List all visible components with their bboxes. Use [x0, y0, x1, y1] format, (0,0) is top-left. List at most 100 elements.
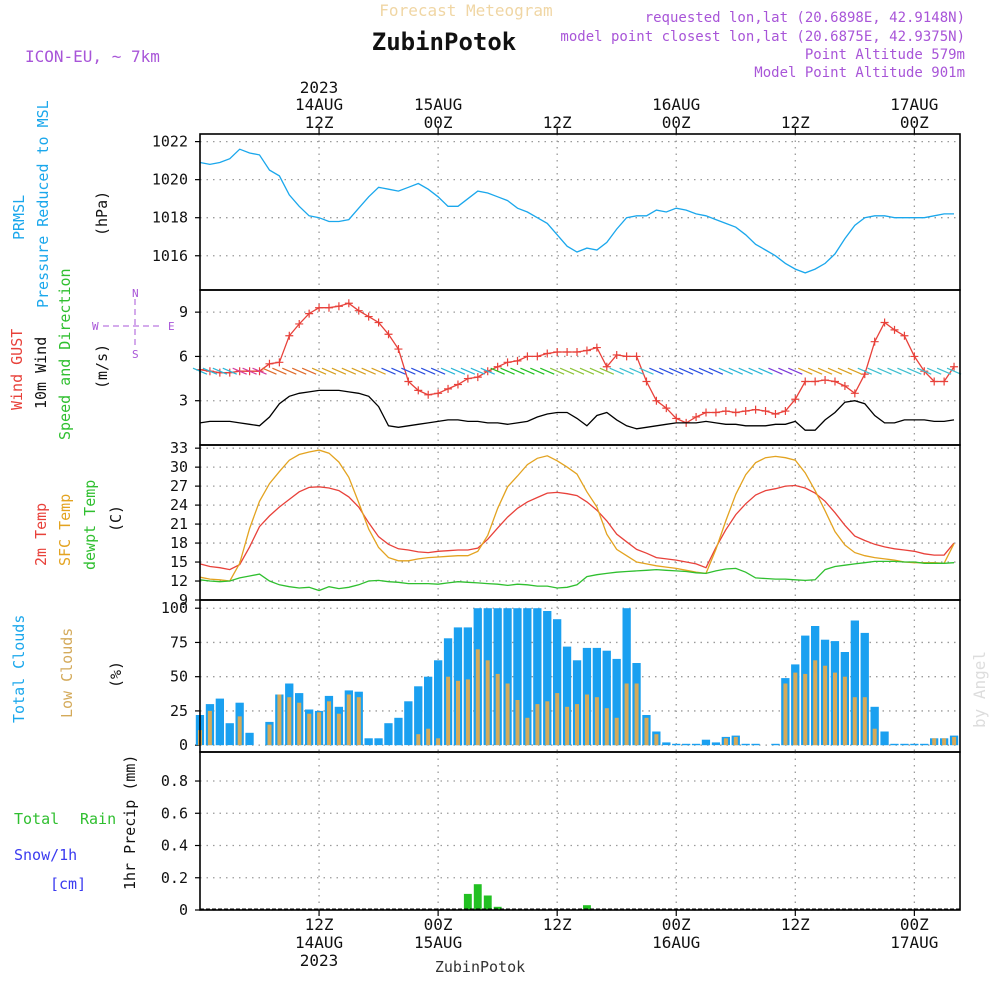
wind-dir-label: Speed and Direction: [56, 268, 74, 440]
wind-direction-arrow: [282, 367, 297, 375]
temperature-ytick-label: 21: [170, 515, 188, 533]
low-cloud-bar: [495, 673, 500, 746]
precip-ytick-label: 0.6: [161, 804, 188, 822]
temperature-frame: [199, 444, 961, 601]
gust-marker: [721, 407, 730, 416]
clouds-ytick-label: 25: [170, 702, 188, 720]
total-cloud-bar: [751, 743, 760, 746]
top-hour-label: 00Z: [662, 113, 691, 132]
total-cloud-bar: [691, 743, 701, 746]
pressure-label-1: PRMSL: [10, 195, 28, 240]
point-altitude: Point Altitude 579m: [805, 47, 965, 63]
wind-direction-arrow: [639, 367, 654, 375]
wind-direction-arrow: [430, 367, 446, 375]
wind-direction-arrow: [609, 367, 624, 375]
clouds-panel: 0 25 50 75 100: [161, 599, 961, 754]
low-cloud-bar: [426, 728, 431, 746]
low-cloud-bar: [287, 697, 292, 746]
temperature-dewpt-temp-line: [199, 560, 955, 592]
wind-direction-arrow: [559, 367, 575, 375]
total-cloud-bar: [384, 723, 393, 746]
low-cloud-bar: [346, 694, 351, 746]
clouds-ytick-label: 0: [179, 736, 188, 754]
gust-marker: [950, 362, 959, 371]
wind-direction-arrow: [480, 367, 495, 375]
low-cloud-bar: [952, 736, 957, 746]
wind-direction-arrow: [252, 367, 267, 375]
wind-direction-arrow: [272, 367, 287, 375]
total-cloud-bar: [533, 608, 542, 746]
total-cloud-bar: [424, 676, 433, 746]
gust-marker: [900, 331, 909, 340]
gust-marker: [523, 352, 532, 361]
gust-marker: [563, 348, 572, 356]
low-cloud-bar: [515, 700, 520, 746]
total-cloud-bar: [771, 743, 780, 746]
wind-direction-arrow: [510, 367, 525, 375]
bottom-date-label: 14AUG: [295, 933, 343, 952]
precip-ytick-label: 0.2: [161, 869, 188, 887]
gust-marker: [692, 412, 701, 421]
wind-direction-arrow: [728, 367, 744, 375]
total-cloud-bar: [622, 608, 631, 746]
top-date-label: 14AUG: [295, 95, 343, 114]
pressure-pressure-line: [199, 148, 954, 274]
low-cloud-bar: [594, 697, 599, 746]
wind-direction-arrow: [301, 367, 317, 375]
bottom-date-label: 15AUG: [414, 933, 462, 952]
temperature-ytick-label: 33: [170, 439, 188, 457]
total-cloud-bar: [682, 743, 691, 746]
model-altitude: Model Point Altitude 901m: [754, 65, 965, 81]
gust-marker: [354, 306, 363, 315]
wind-10m-wind-line: [199, 389, 955, 431]
low-cloud-bar: [297, 702, 302, 746]
gust-marker: [811, 377, 820, 386]
precip-panel: 0 0.2 0.4 0.6 0.8: [161, 751, 961, 919]
low-cloud-bar: [465, 679, 470, 746]
gust-marker: [662, 404, 671, 413]
wind-direction-arrow: [530, 367, 545, 375]
total-cloud-bar: [374, 738, 383, 746]
gust-marker: [463, 374, 472, 383]
low-cloud-bar: [237, 716, 242, 746]
low-cloud-bar: [456, 680, 460, 746]
low-cloud-bar: [485, 660, 490, 746]
low-cloud-bar: [823, 665, 828, 746]
gust-marker: [513, 356, 522, 365]
top-date-label: 16AUG: [652, 95, 700, 114]
wind-direction-arrow: [440, 367, 456, 375]
total-cloud-bar: [711, 742, 721, 746]
wind-direction-arrow: [649, 367, 664, 375]
rain-bar: [473, 884, 482, 910]
pressure-ytick-label: 1022: [152, 133, 188, 151]
gust-marker: [404, 377, 413, 386]
gust-marker: [890, 325, 899, 334]
wind-direction-arrow: [778, 367, 793, 375]
wind-ytick-label: 6: [179, 347, 188, 365]
low-cloud-bar: [545, 701, 550, 746]
gust-marker: [384, 330, 393, 339]
low-cloud-bar: [733, 736, 738, 746]
low-cloud-bar: [267, 724, 272, 746]
panel-labels: PRMSL Pressure Reduced to MSL (hPa) Wind…: [8, 100, 175, 893]
temperature-ytick-label: 24: [170, 496, 188, 514]
wind-wind-gust-line: [199, 302, 955, 424]
pressure-ytick-label: 1016: [152, 247, 188, 265]
total-cloud-bar: [592, 647, 601, 746]
total-cloud-bar: [662, 742, 671, 746]
pressure-ytick-label: 1020: [152, 171, 188, 189]
compass-n: N: [132, 287, 139, 300]
clouds-ytick-label: 75: [170, 633, 188, 651]
wind-direction-arrow: [669, 367, 684, 375]
low-cloud-bar: [872, 728, 877, 746]
wind-direction-arrow: [917, 367, 932, 375]
pressure-frame: [199, 133, 961, 291]
total-cloud-bar: [225, 723, 234, 746]
total-cloud-bar: [612, 658, 621, 746]
wind-direction-arrow: [381, 367, 396, 375]
gust-marker: [553, 348, 562, 356]
precip-frame: [199, 751, 961, 911]
requested-coords: requested lon,lat (20.6898E, 42.9148N): [645, 10, 965, 26]
